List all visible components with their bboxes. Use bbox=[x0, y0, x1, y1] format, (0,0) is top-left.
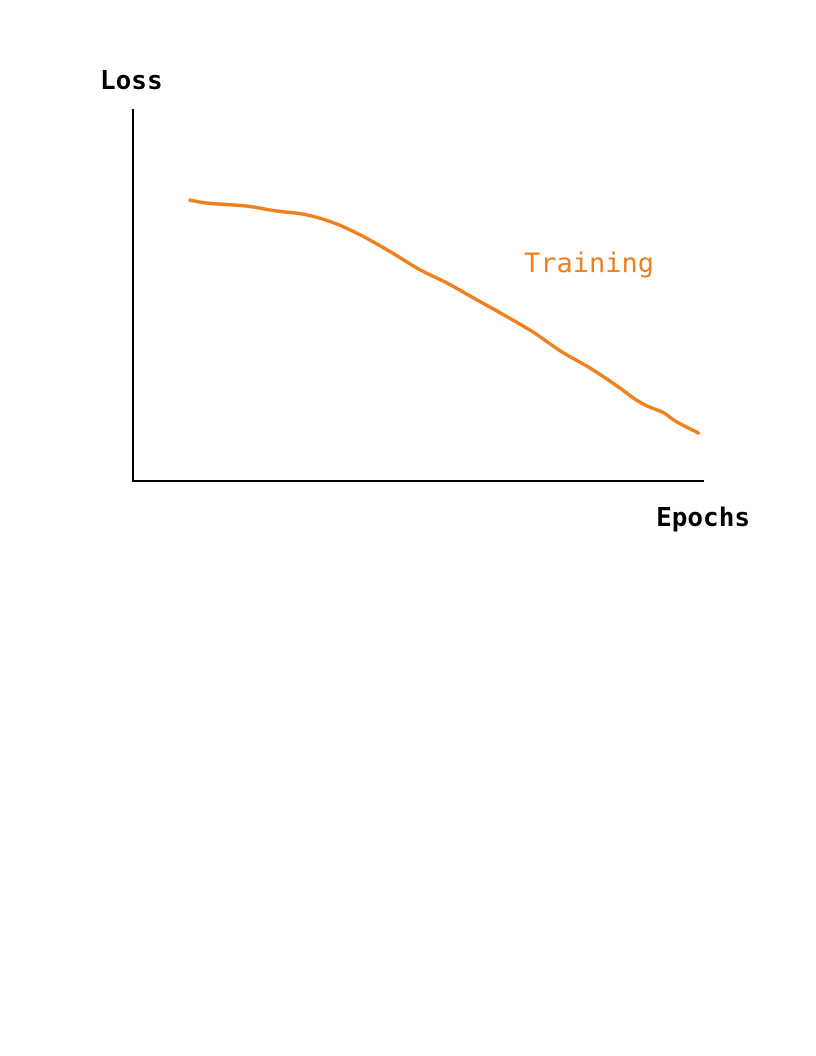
x-axis-title: Epochs bbox=[656, 503, 750, 533]
series-line-training bbox=[188, 198, 701, 435]
y-axis-title: Loss bbox=[100, 66, 163, 96]
series-layer bbox=[188, 198, 701, 435]
series-label-training: Training bbox=[524, 248, 654, 279]
